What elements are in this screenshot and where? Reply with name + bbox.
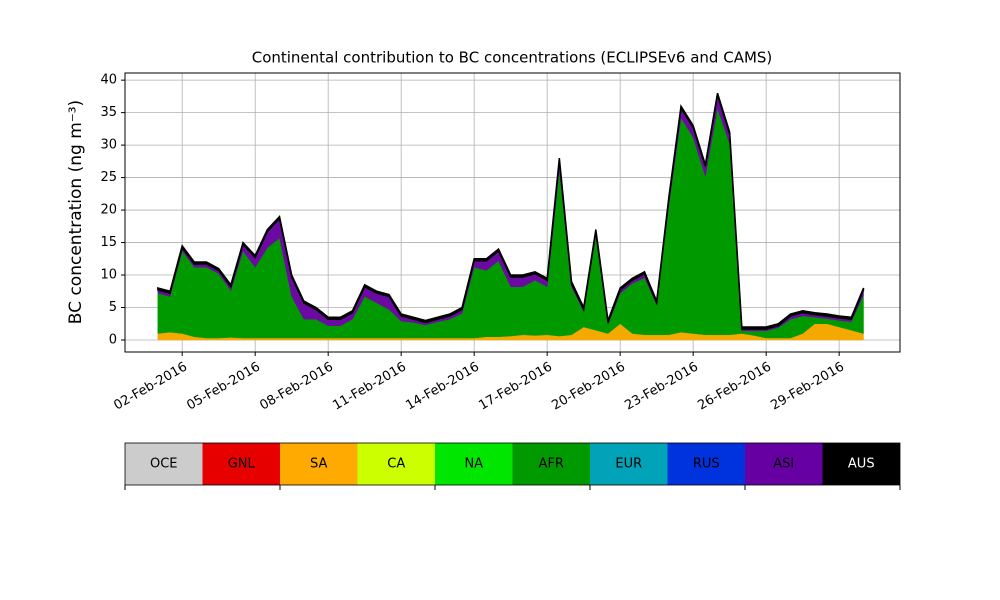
y-tick-label: 0: [109, 332, 117, 347]
colorbar-cell: [590, 443, 668, 485]
colorbar-cell: [435, 443, 513, 485]
x-tick-label: 08-Feb-2016: [257, 360, 336, 414]
x-tick-label: 14-Feb-2016: [403, 360, 482, 414]
area-layer: [157, 107, 864, 339]
colorbar-cell: [357, 443, 435, 485]
y-axis-label: BC concentration (ng m⁻³): [66, 100, 86, 324]
y-tick-label: 35: [100, 105, 117, 120]
colorbar-cell: [822, 443, 900, 485]
x-tick-label: 17-Feb-2016: [476, 360, 555, 414]
y-tick-label: 15: [100, 235, 117, 250]
x-tick-label: 20-Feb-2016: [549, 360, 628, 414]
y-tick-label: 40: [100, 73, 117, 88]
colorbar-label: EUR: [615, 457, 642, 472]
y-tick-label: 25: [100, 170, 117, 185]
colorbar-cell: [667, 443, 745, 485]
x-tick-label: 05-Feb-2016: [184, 360, 263, 414]
colorbar-cell: [202, 443, 280, 485]
x-tick-label: 29-Feb-2016: [768, 360, 847, 414]
colorbar-label: GNL: [228, 457, 256, 472]
x-tick-label: 11-Feb-2016: [330, 360, 409, 414]
chart-title: Continental contribution to BC concentra…: [252, 49, 773, 67]
colorbar-label: CA: [387, 457, 405, 472]
colorbar-cell: [745, 443, 823, 485]
colorbar-cell: [280, 443, 358, 485]
colorbar-cell: [125, 443, 203, 485]
colorbar-label: ASI: [773, 457, 794, 472]
y-tick-label: 5: [109, 300, 117, 315]
colorbar-label: SA: [310, 457, 327, 472]
y-tick-label: 30: [100, 138, 117, 153]
colorbar-frame: [124, 442, 901, 486]
colorbar-cell: [512, 443, 590, 485]
x-tick-label: 23-Feb-2016: [622, 360, 701, 414]
colorbar-label: AFR: [539, 457, 564, 472]
colorbar-label: AUS: [848, 457, 875, 472]
colorbar-label: RUS: [693, 457, 720, 472]
plot-frame: [124, 72, 901, 353]
area-layer: [157, 92, 865, 330]
y-tick-label: 10: [100, 268, 117, 283]
x-tick-label: 02-Feb-2016: [111, 360, 190, 414]
x-tick-label: 26-Feb-2016: [695, 360, 774, 414]
y-tick-label: 20: [100, 203, 117, 218]
colorbar-label: NA: [464, 457, 483, 472]
colorbar-label: OCE: [150, 457, 178, 472]
